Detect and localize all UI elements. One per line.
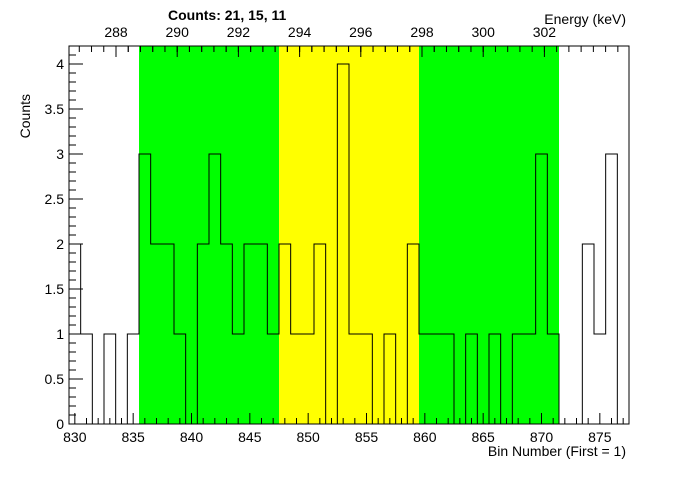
y-tick-label: 1 <box>56 326 64 342</box>
top-tick-label: 302 <box>533 24 557 40</box>
label-layer: Counts: 21, 15, 11 Energy (keV) Bin Numb… <box>17 7 626 459</box>
top-tick-label: 300 <box>472 24 496 40</box>
y-tick-label: 4 <box>56 56 64 72</box>
top-axis-title: Energy (keV) <box>544 11 626 27</box>
top-tick-label: 296 <box>349 24 373 40</box>
x-tick-label: 860 <box>413 429 437 445</box>
x-tick-label: 835 <box>121 429 145 445</box>
histogram-bin-874 <box>582 244 594 424</box>
top-tick-label: 288 <box>104 24 128 40</box>
histogram-outline <box>68 63 618 425</box>
y-axis-title: Counts <box>17 94 33 138</box>
y-tick-label: 1.5 <box>45 281 65 297</box>
x-tick-label: 840 <box>180 429 204 445</box>
histogram-layer <box>68 63 618 425</box>
histogram-bin-833 <box>104 334 116 424</box>
y-tick-label: 3 <box>56 146 64 162</box>
x-axis-title: Bin Number (First = 1) <box>488 443 626 459</box>
y-tick-label: 2 <box>56 236 64 252</box>
x-tick-label: 845 <box>238 429 262 445</box>
y-tick-label: 2.5 <box>45 191 65 207</box>
x-tick-label: 875 <box>588 429 612 445</box>
x-tick-label: 830 <box>63 429 87 445</box>
y-tick-label: 3.5 <box>45 101 65 117</box>
x-tick-label: 855 <box>355 429 379 445</box>
x-tick-label: 870 <box>530 429 554 445</box>
x-tick-label: 865 <box>471 429 495 445</box>
top-tick-label: 294 <box>288 24 312 40</box>
y-tick-label: 0 <box>56 416 64 432</box>
top-tick-label: 292 <box>227 24 251 40</box>
histogram-bin-835 <box>127 334 139 424</box>
top-tick-label: 298 <box>410 24 434 40</box>
histogram-bin-875 <box>594 334 606 424</box>
tick-layer: 830 835 840 845 850 855 860 865 870 875 0 0.5 1 1.5 2 2… <box>45 24 624 445</box>
y-tick-label: 0.5 <box>45 371 65 387</box>
x-tick-label: 850 <box>296 429 320 445</box>
top-tick-label: 290 <box>166 24 190 40</box>
counts-header: Counts: 21, 15, 11 <box>168 7 286 23</box>
histogram-bin-876 <box>606 154 618 424</box>
